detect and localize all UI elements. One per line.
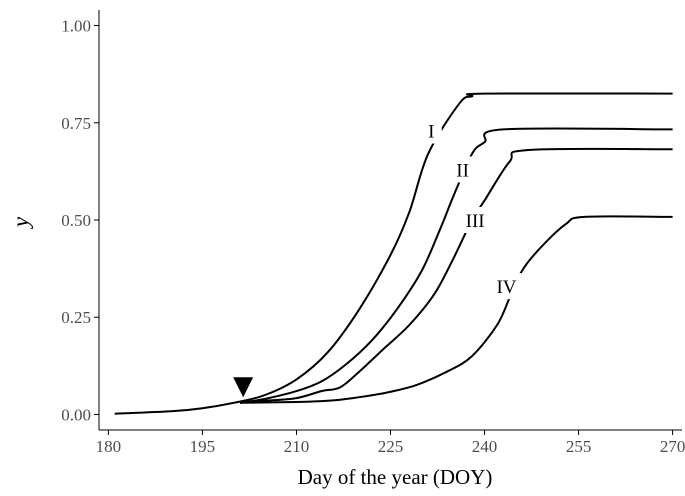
- curve-label-ii: II: [456, 160, 469, 181]
- curve-label-iv: IV: [496, 277, 516, 298]
- y-tick-label: 0.50: [61, 211, 91, 230]
- x-tick-label: 210: [284, 437, 310, 456]
- y-tick-label: 0.00: [61, 405, 91, 424]
- curve-label-backdrop: [491, 273, 522, 300]
- curve-label-backdrop: [447, 156, 478, 183]
- y-tick-label: 1.00: [61, 17, 91, 36]
- x-tick-label: 180: [96, 437, 122, 456]
- curve-iii: [239, 147, 673, 404]
- x-axis-title: Day of the year (DOY): [298, 465, 493, 489]
- curve-iv: [239, 215, 673, 404]
- x-tick-label: 255: [566, 437, 592, 456]
- curves: [114, 92, 673, 415]
- x-tick-label: 270: [660, 437, 685, 456]
- curve-label-iii: III: [466, 211, 485, 232]
- axes: 180 195 210 225 240 255 270 0.00 0.25 0.50 0.75 1.…: [61, 10, 685, 456]
- markers: [233, 377, 254, 398]
- y-tick-label: 0.75: [61, 114, 91, 133]
- down-triangle-marker: [233, 377, 254, 398]
- curve-ii: [239, 127, 673, 404]
- y-ticks: 0.00 0.25 0.50 0.75 1.00: [61, 17, 99, 424]
- x-ticks: 180 195 210 225 240 255 270: [96, 430, 685, 456]
- curve-label-i: I: [428, 122, 434, 143]
- y-tick-label: 0.25: [61, 308, 91, 327]
- x-tick-label: 240: [472, 437, 498, 456]
- curve-label-backdrop: [455, 207, 495, 233]
- curve-i: [114, 92, 673, 415]
- x-tick-label: 195: [190, 437, 216, 456]
- y-axis-title: y: [8, 216, 33, 229]
- curve-label-backdrop: [420, 117, 442, 144]
- x-tick-label: 225: [378, 437, 404, 456]
